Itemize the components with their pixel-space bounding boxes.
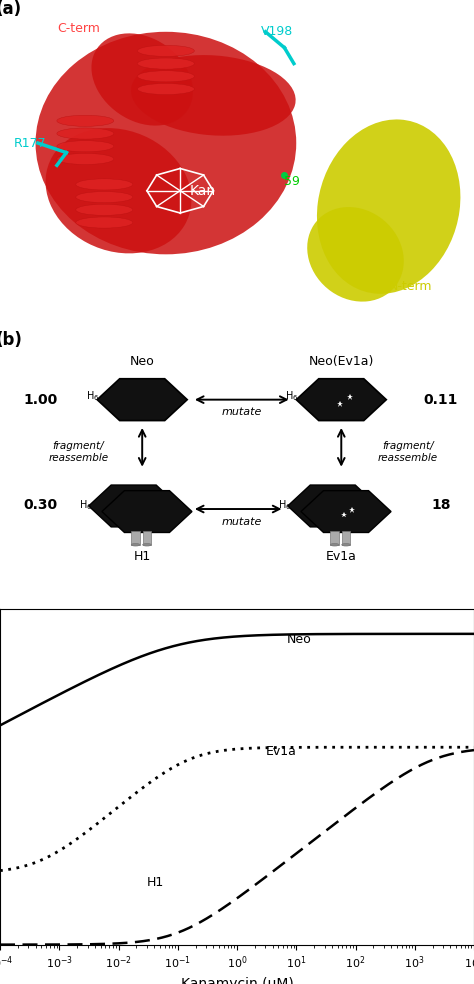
- Text: mutate: mutate: [221, 517, 262, 526]
- Ellipse shape: [137, 84, 194, 94]
- Text: fragment/
reassemble: fragment/ reassemble: [378, 441, 438, 462]
- Ellipse shape: [46, 128, 191, 254]
- Text: H$_6$: H$_6$: [285, 389, 299, 402]
- Ellipse shape: [330, 543, 339, 546]
- Ellipse shape: [143, 543, 151, 546]
- Text: 0.11: 0.11: [424, 393, 458, 406]
- Text: (b): (b): [0, 331, 22, 349]
- Ellipse shape: [137, 58, 194, 69]
- Ellipse shape: [76, 216, 133, 228]
- Ellipse shape: [137, 45, 194, 56]
- Polygon shape: [296, 379, 386, 420]
- Text: H$_6$: H$_6$: [278, 498, 292, 512]
- Ellipse shape: [57, 128, 114, 139]
- Polygon shape: [288, 485, 378, 526]
- Ellipse shape: [76, 179, 133, 190]
- Text: 18: 18: [431, 498, 451, 513]
- X-axis label: Kanamycin (μM): Kanamycin (μM): [181, 976, 293, 984]
- Text: C-term: C-term: [57, 23, 100, 35]
- Text: (a): (a): [0, 0, 21, 18]
- Text: R177: R177: [14, 137, 47, 150]
- Bar: [131, 530, 140, 545]
- Ellipse shape: [131, 543, 140, 546]
- Text: Kan: Kan: [190, 184, 216, 199]
- Text: mutate: mutate: [221, 407, 262, 417]
- Polygon shape: [301, 491, 391, 532]
- Ellipse shape: [307, 207, 404, 302]
- Text: H1: H1: [147, 876, 164, 890]
- Text: 1.00: 1.00: [23, 393, 57, 406]
- Ellipse shape: [342, 543, 350, 546]
- Text: H$_6$: H$_6$: [86, 389, 100, 402]
- Ellipse shape: [76, 192, 133, 203]
- Ellipse shape: [57, 154, 114, 164]
- Bar: [330, 530, 339, 545]
- Bar: [342, 530, 350, 545]
- Polygon shape: [89, 485, 179, 526]
- Text: Ev1a: Ev1a: [326, 550, 357, 563]
- Ellipse shape: [91, 33, 193, 126]
- Ellipse shape: [131, 55, 296, 136]
- Text: V198: V198: [261, 26, 293, 38]
- Text: H$_6$: H$_6$: [79, 498, 92, 512]
- Text: 0.30: 0.30: [23, 498, 57, 513]
- Text: Neo(Ev1a): Neo(Ev1a): [309, 355, 374, 368]
- Text: fragment/
reassemble: fragment/ reassemble: [48, 441, 108, 462]
- Text: Neo: Neo: [130, 355, 155, 368]
- Polygon shape: [97, 379, 187, 420]
- Ellipse shape: [57, 115, 114, 126]
- Bar: [143, 530, 151, 545]
- Ellipse shape: [317, 119, 460, 294]
- Text: Neo: Neo: [287, 634, 312, 646]
- Ellipse shape: [36, 31, 296, 254]
- Polygon shape: [102, 491, 192, 532]
- Text: N-term: N-term: [389, 279, 432, 293]
- Text: Ev1a: Ev1a: [265, 745, 296, 758]
- Ellipse shape: [57, 141, 114, 152]
- Text: 59: 59: [284, 175, 300, 188]
- Ellipse shape: [137, 71, 194, 82]
- Ellipse shape: [76, 205, 133, 215]
- Text: H1: H1: [134, 550, 151, 563]
